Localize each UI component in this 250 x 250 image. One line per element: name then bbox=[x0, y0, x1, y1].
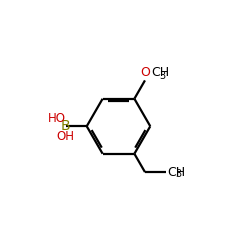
Text: 3: 3 bbox=[160, 71, 166, 81]
Text: CH: CH bbox=[151, 66, 169, 79]
Text: HO: HO bbox=[48, 112, 66, 125]
Text: OH: OH bbox=[56, 130, 74, 143]
Text: CH: CH bbox=[167, 166, 185, 178]
Text: O: O bbox=[140, 66, 150, 79]
Text: B: B bbox=[61, 119, 70, 133]
Text: 3: 3 bbox=[176, 170, 182, 179]
